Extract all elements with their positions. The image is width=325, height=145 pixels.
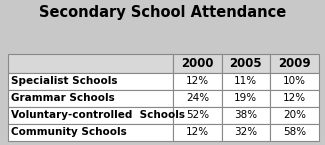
Bar [173, 73, 222, 90]
Text: Grammar Schools: Grammar Schools [11, 93, 114, 103]
Bar [8, 107, 173, 124]
Text: 2000: 2000 [181, 57, 214, 70]
Bar [270, 73, 318, 90]
Text: 24%: 24% [186, 93, 209, 103]
Bar [270, 107, 318, 124]
Bar [173, 107, 222, 124]
Bar [8, 90, 173, 107]
Bar [222, 54, 270, 73]
Text: 19%: 19% [234, 93, 257, 103]
Text: 20%: 20% [283, 110, 306, 120]
Text: Secondary School Attendance: Secondary School Attendance [39, 5, 286, 20]
Text: 32%: 32% [234, 127, 257, 137]
Text: 12%: 12% [283, 93, 306, 103]
Text: 2005: 2005 [229, 57, 262, 70]
Text: 12%: 12% [186, 76, 209, 86]
Text: 11%: 11% [234, 76, 257, 86]
Bar [8, 124, 173, 141]
Bar [8, 54, 173, 73]
Text: Community Schools: Community Schools [11, 127, 126, 137]
Bar [173, 54, 222, 73]
Bar [8, 73, 173, 90]
Text: Voluntary-controlled  Schools: Voluntary-controlled Schools [11, 110, 185, 120]
Text: 12%: 12% [186, 127, 209, 137]
Text: 38%: 38% [234, 110, 257, 120]
Bar [173, 90, 222, 107]
Text: 10%: 10% [283, 76, 306, 86]
Text: 2009: 2009 [278, 57, 311, 70]
Bar [222, 90, 270, 107]
Text: 58%: 58% [283, 127, 306, 137]
Bar [222, 73, 270, 90]
Bar [173, 124, 222, 141]
Bar [270, 124, 318, 141]
Bar [222, 107, 270, 124]
Bar [222, 124, 270, 141]
Text: Specialist Schools: Specialist Schools [11, 76, 117, 86]
Bar [270, 90, 318, 107]
Text: 52%: 52% [186, 110, 209, 120]
Bar [270, 54, 318, 73]
